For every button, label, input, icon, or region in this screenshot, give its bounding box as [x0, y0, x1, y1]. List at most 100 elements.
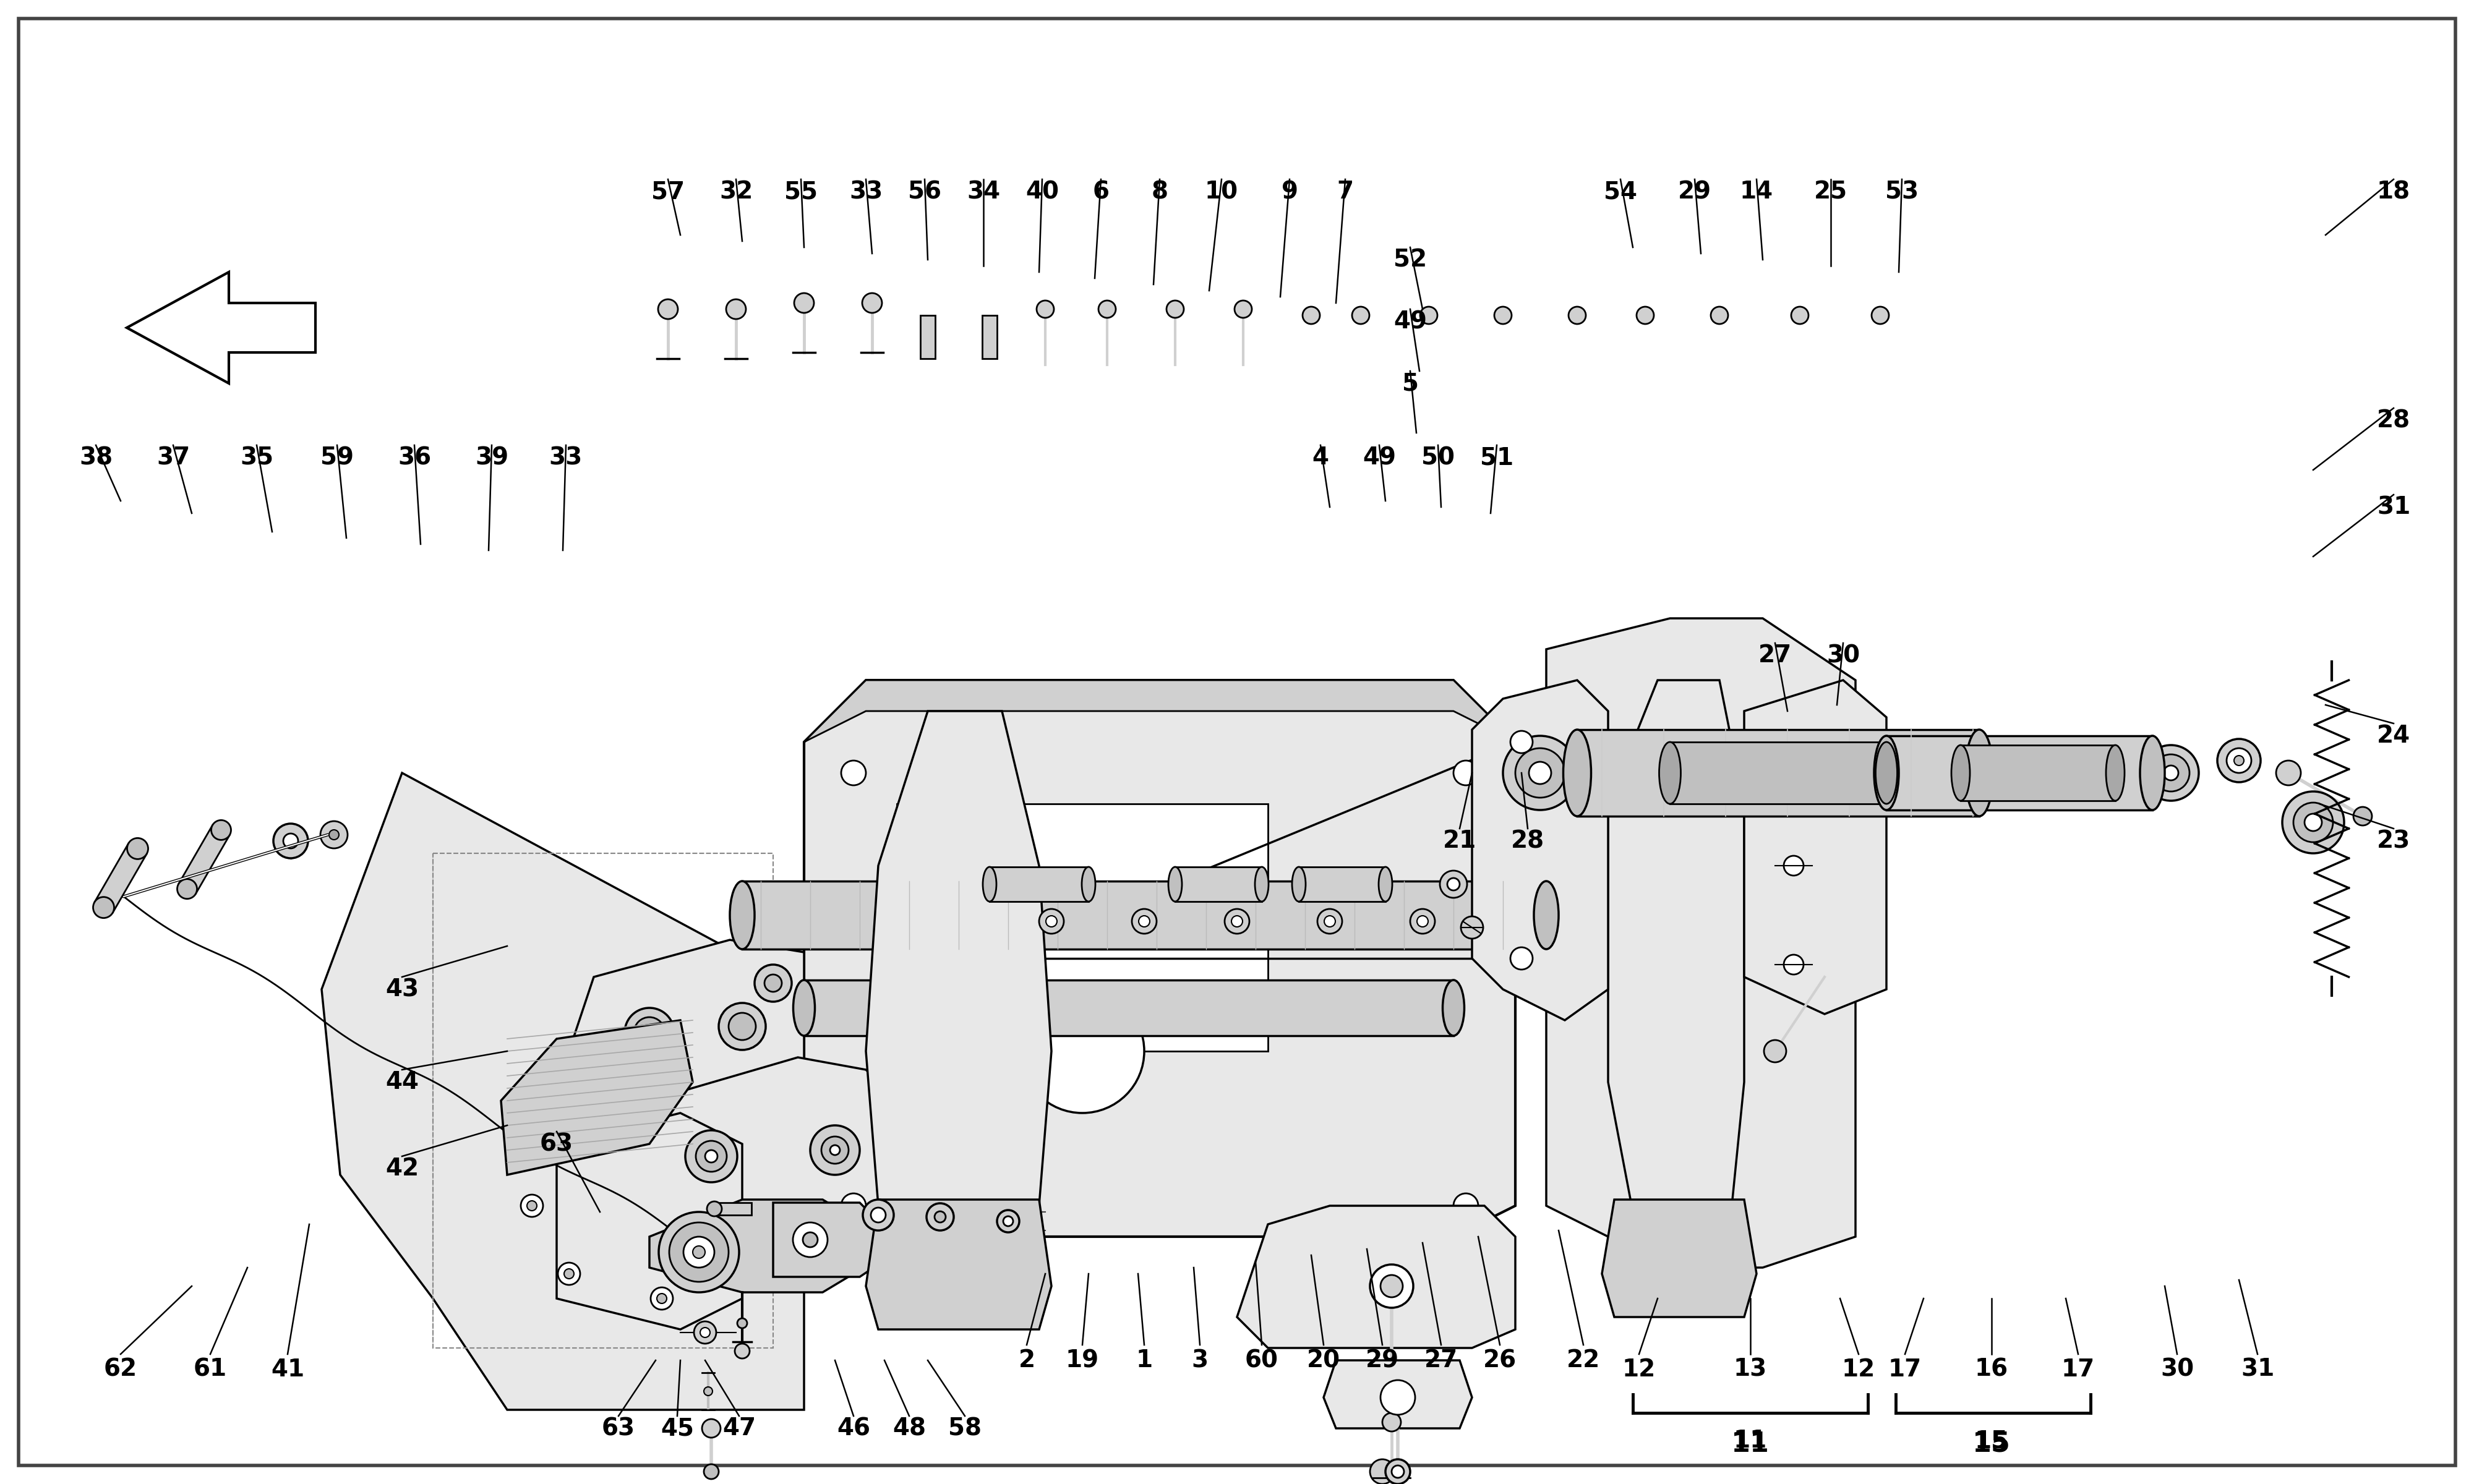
Circle shape: [1371, 1459, 1395, 1484]
Circle shape: [623, 1008, 673, 1057]
Circle shape: [1047, 916, 1056, 927]
Circle shape: [210, 821, 230, 840]
Ellipse shape: [1291, 867, 1306, 901]
Text: 41: 41: [270, 1358, 304, 1382]
Text: 33: 33: [849, 180, 883, 203]
Circle shape: [94, 896, 114, 919]
Circle shape: [1455, 760, 1479, 785]
Circle shape: [725, 1263, 735, 1272]
Text: 30: 30: [2160, 1358, 2194, 1382]
Polygon shape: [1472, 680, 1608, 1021]
Text: 10: 10: [1205, 180, 1239, 203]
Circle shape: [1037, 300, 1054, 318]
Text: 27: 27: [1425, 1349, 1457, 1373]
Bar: [1175, 867, 1262, 901]
Text: 40: 40: [1027, 180, 1059, 203]
Text: 2: 2: [1019, 1349, 1034, 1373]
Circle shape: [717, 1257, 742, 1279]
Circle shape: [1784, 745, 1804, 764]
Circle shape: [863, 1199, 893, 1230]
Circle shape: [658, 1212, 740, 1293]
Bar: [804, 979, 1455, 1036]
Circle shape: [2227, 748, 2251, 773]
Circle shape: [633, 1017, 666, 1048]
Circle shape: [1022, 990, 1143, 1113]
Text: 7: 7: [1336, 180, 1353, 203]
Text: 5: 5: [1403, 371, 1418, 395]
Polygon shape: [1744, 680, 1888, 1014]
Circle shape: [695, 1141, 727, 1172]
Bar: [896, 804, 1267, 1051]
Circle shape: [1138, 916, 1150, 927]
Circle shape: [658, 1294, 668, 1303]
Ellipse shape: [1534, 881, 1559, 950]
Circle shape: [1039, 908, 1064, 933]
Text: 46: 46: [836, 1417, 871, 1439]
Ellipse shape: [1564, 730, 1591, 816]
Text: 36: 36: [398, 445, 430, 469]
Text: 57: 57: [651, 180, 685, 203]
Ellipse shape: [1254, 867, 1269, 901]
Circle shape: [925, 1204, 955, 1230]
Circle shape: [651, 1287, 673, 1309]
Ellipse shape: [794, 979, 814, 1036]
Text: 63: 63: [601, 1417, 636, 1439]
Circle shape: [329, 830, 339, 840]
Text: 34: 34: [967, 180, 999, 203]
Circle shape: [520, 1195, 544, 1217]
Circle shape: [1371, 1264, 1413, 1307]
Circle shape: [1440, 871, 1467, 898]
Text: 20: 20: [1306, 1349, 1341, 1373]
Text: 31: 31: [2378, 496, 2410, 519]
Text: 15: 15: [1974, 1429, 2009, 1453]
Polygon shape: [1237, 1205, 1514, 1347]
Text: 27: 27: [1759, 644, 1791, 668]
Circle shape: [2142, 745, 2199, 801]
Circle shape: [1383, 1413, 1400, 1432]
Circle shape: [1385, 1459, 1410, 1484]
Circle shape: [2276, 760, 2301, 785]
Text: 13: 13: [1734, 1358, 1766, 1382]
Polygon shape: [126, 272, 317, 383]
Circle shape: [1784, 856, 1804, 876]
Circle shape: [708, 1202, 722, 1217]
Text: 56: 56: [908, 180, 940, 203]
Circle shape: [1324, 916, 1336, 927]
Text: 62: 62: [104, 1358, 139, 1382]
Circle shape: [802, 1232, 816, 1247]
Circle shape: [1529, 761, 1551, 784]
Text: 42: 42: [386, 1158, 418, 1180]
Text: 6: 6: [1094, 180, 1108, 203]
Circle shape: [821, 1137, 849, 1163]
Ellipse shape: [1660, 742, 1680, 804]
Text: 43: 43: [386, 978, 418, 1002]
Text: 63: 63: [539, 1132, 574, 1156]
Circle shape: [997, 1209, 1019, 1232]
Circle shape: [1168, 300, 1185, 318]
Circle shape: [841, 760, 866, 785]
Text: 29: 29: [1677, 180, 1712, 203]
Circle shape: [2281, 791, 2345, 853]
Circle shape: [863, 292, 881, 313]
Text: 28: 28: [2378, 408, 2410, 432]
Bar: [1299, 867, 1385, 901]
Circle shape: [1420, 307, 1437, 324]
Text: 25: 25: [1813, 180, 1848, 203]
Circle shape: [322, 821, 346, 849]
Ellipse shape: [1442, 979, 1465, 1036]
Text: 52: 52: [1393, 248, 1427, 272]
Circle shape: [126, 838, 148, 859]
Polygon shape: [569, 939, 804, 1113]
Text: 37: 37: [156, 445, 190, 469]
Text: 1: 1: [1136, 1349, 1153, 1373]
Circle shape: [559, 1263, 579, 1285]
Ellipse shape: [1875, 736, 1900, 810]
Circle shape: [683, 1236, 715, 1267]
Text: 60: 60: [1244, 1349, 1279, 1373]
Circle shape: [1784, 954, 1804, 975]
Text: 28: 28: [1512, 830, 1544, 853]
Circle shape: [643, 1027, 656, 1039]
Circle shape: [2306, 813, 2321, 831]
Circle shape: [1447, 879, 1460, 890]
Circle shape: [717, 1003, 767, 1051]
